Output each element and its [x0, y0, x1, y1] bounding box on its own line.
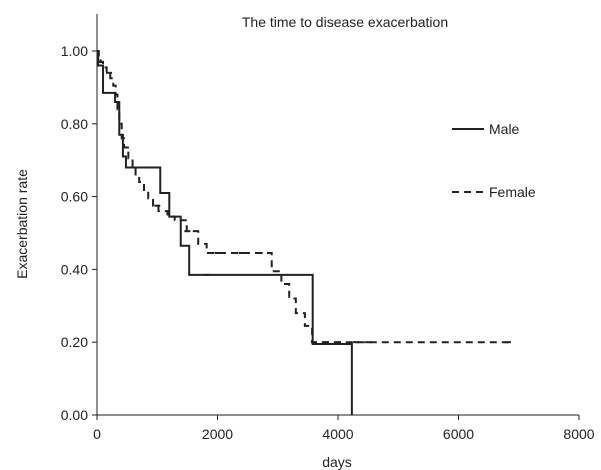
legend-label-male: Male: [489, 121, 520, 137]
y-tick-label: 0.20: [61, 334, 88, 350]
x-tick-label: 8000: [563, 426, 594, 442]
y-axis-title: Exacerbation rate: [14, 169, 30, 279]
x-tick-label: 4000: [322, 426, 353, 442]
series-female-line: [97, 50, 508, 344]
legend-label-female: Female: [489, 184, 536, 200]
series-male-line: [97, 50, 353, 415]
y-tick-label: 0.40: [61, 261, 88, 277]
y-tick-label: 1.00: [61, 43, 88, 59]
y-tick-label: 0.00: [61, 407, 88, 423]
legend: Male Female: [452, 121, 536, 200]
axes: 0.00 0.20 0.40 0.60 0.80 1.00 0 2000 4000 6000 800…: [61, 14, 595, 442]
x-tick-label: 2000: [202, 426, 233, 442]
plot-area: [97, 50, 511, 415]
x-tick-label: 6000: [443, 426, 474, 442]
x-axis-title: days: [322, 454, 352, 470]
x-tick-label: 0: [93, 426, 101, 442]
chart-title: The time to disease exacerbation: [242, 14, 448, 30]
y-tick-label: 0.80: [61, 116, 88, 132]
y-tick-label: 0.60: [61, 189, 88, 205]
